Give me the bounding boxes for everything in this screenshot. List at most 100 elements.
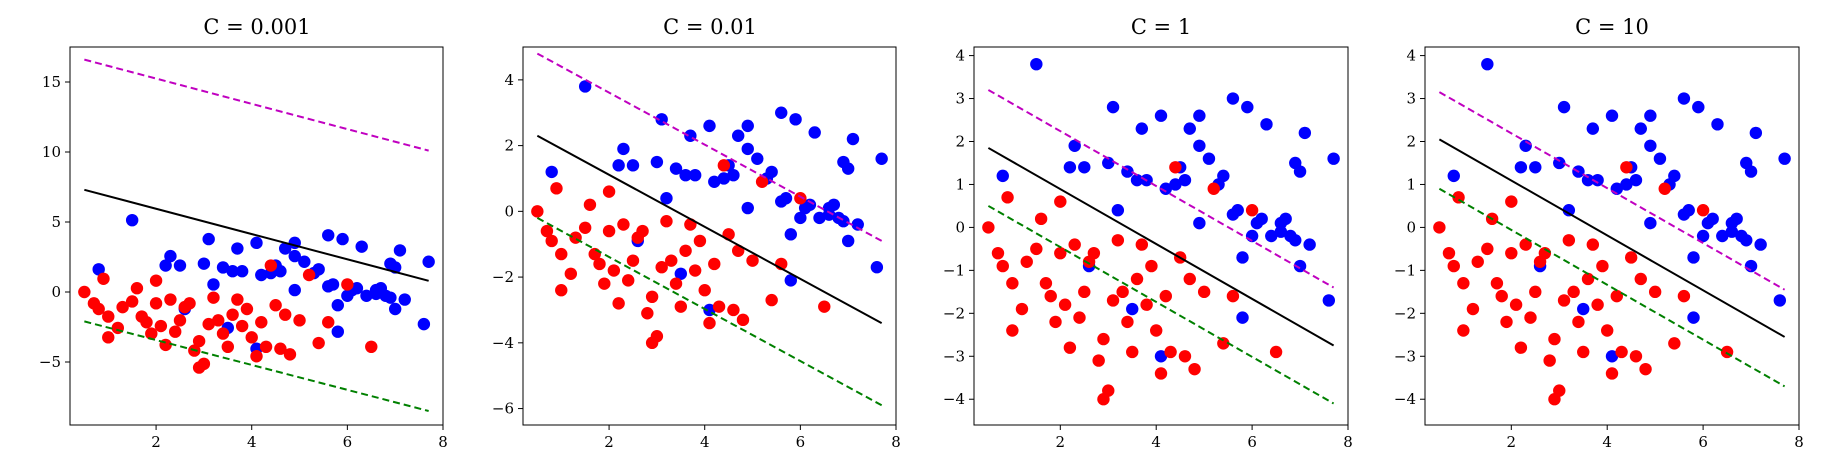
blue-point <box>650 155 664 169</box>
blue-point <box>1255 212 1268 226</box>
red-point <box>102 310 115 323</box>
x-tick-label: 2 <box>1507 433 1517 451</box>
y-tick-label: −2 <box>1394 304 1416 322</box>
red-point <box>259 340 273 354</box>
subplot-title: C = 10 <box>1575 15 1649 39</box>
blue-point <box>1193 216 1206 230</box>
red-point <box>1624 251 1638 264</box>
red-point <box>192 361 206 374</box>
blue-point <box>1298 126 1312 140</box>
blue-point <box>708 175 721 188</box>
blue-point <box>679 168 692 182</box>
red-point <box>1505 246 1518 260</box>
subplot-c-10: C = 10 2 4 6 8 −4 −3 −2 −1 0 1 2 3 4 <box>1394 15 1804 451</box>
red-point <box>102 331 115 344</box>
blue-point <box>841 162 855 175</box>
red-point <box>231 293 244 306</box>
y-tick-label: 4 <box>955 47 965 65</box>
plot-frame <box>973 46 1349 426</box>
red-point <box>1269 345 1283 359</box>
blue-point <box>1692 100 1705 114</box>
red-point <box>1696 204 1710 217</box>
blue-point <box>422 255 435 268</box>
y-tick-label: 0 <box>504 202 514 220</box>
y-tick-label: 0 <box>955 218 965 236</box>
blue-point <box>278 242 292 255</box>
blue-point <box>1744 165 1758 178</box>
y-tick-label: −1 <box>943 261 965 279</box>
red-point <box>149 297 163 310</box>
blue-point <box>1562 204 1576 217</box>
red-point <box>602 185 616 198</box>
blue-point <box>1557 100 1571 114</box>
red-point <box>235 319 249 333</box>
decision-boundary-line <box>536 134 883 324</box>
x-tick-label: 4 <box>1151 433 1161 451</box>
x-tick-label: 8 <box>891 433 901 451</box>
red-point <box>1658 182 1671 195</box>
margin-line-upper <box>987 89 1335 289</box>
red-point <box>173 314 187 327</box>
blue-point <box>1514 161 1528 174</box>
red-point <box>212 314 225 327</box>
red-point <box>283 348 297 361</box>
margin-line-lower <box>987 205 1335 405</box>
red-point <box>655 261 668 274</box>
blue-point <box>1279 212 1292 226</box>
margin-line-upper <box>1438 91 1786 291</box>
margin-line-lower <box>84 320 429 412</box>
red-point <box>1126 345 1139 359</box>
blue-point <box>1447 169 1460 183</box>
x-tick-label: 8 <box>438 433 448 451</box>
blue-point <box>1687 251 1700 264</box>
y-tick-label: 2 <box>1406 133 1416 151</box>
red-point <box>240 302 254 316</box>
red-point <box>1015 302 1029 316</box>
y-tick-label: 2 <box>504 137 514 155</box>
plot-area <box>78 58 435 412</box>
red-point <box>1207 182 1220 195</box>
red-point <box>665 254 678 267</box>
blue-point <box>1106 100 1120 114</box>
red-point <box>1034 212 1048 226</box>
blue-point <box>1193 109 1206 122</box>
y-tick-label: 3 <box>1406 90 1416 108</box>
blue-point <box>775 106 788 119</box>
red-point <box>578 221 592 234</box>
blue-point <box>1744 259 1758 273</box>
blue-point <box>1169 178 1182 191</box>
blue-point <box>1102 156 1115 170</box>
red-point <box>1495 289 1508 303</box>
blue-point <box>617 142 630 156</box>
red-point <box>216 327 230 340</box>
blue-point <box>765 165 778 179</box>
red-point <box>1145 259 1158 273</box>
red-point <box>1629 350 1643 363</box>
blue-point <box>808 126 821 139</box>
blue-point <box>794 211 807 225</box>
blue-point <box>1265 229 1278 243</box>
blue-point <box>674 267 688 280</box>
blue-point <box>1303 238 1316 251</box>
blue-point <box>226 265 239 278</box>
blue-point <box>250 236 263 250</box>
y-tick-label: −1 <box>1394 261 1416 279</box>
red-point <box>1097 393 1110 406</box>
red-point <box>1505 195 1518 208</box>
red-point <box>1524 311 1537 324</box>
blue-point <box>741 201 754 215</box>
blue-point <box>1605 350 1619 363</box>
red-point <box>1078 285 1091 299</box>
blue-point <box>727 168 740 182</box>
y-tick-label: 4 <box>504 71 514 89</box>
blue-point <box>288 249 301 263</box>
red-point <box>293 314 306 327</box>
red-point <box>746 254 759 267</box>
red-point <box>140 316 153 329</box>
y-tick-label: 15 <box>42 73 61 91</box>
red-point <box>154 319 168 333</box>
red-point <box>1586 238 1600 251</box>
x-tick-label: 6 <box>1698 433 1708 451</box>
red-point <box>125 295 139 308</box>
blue-point <box>274 265 287 278</box>
